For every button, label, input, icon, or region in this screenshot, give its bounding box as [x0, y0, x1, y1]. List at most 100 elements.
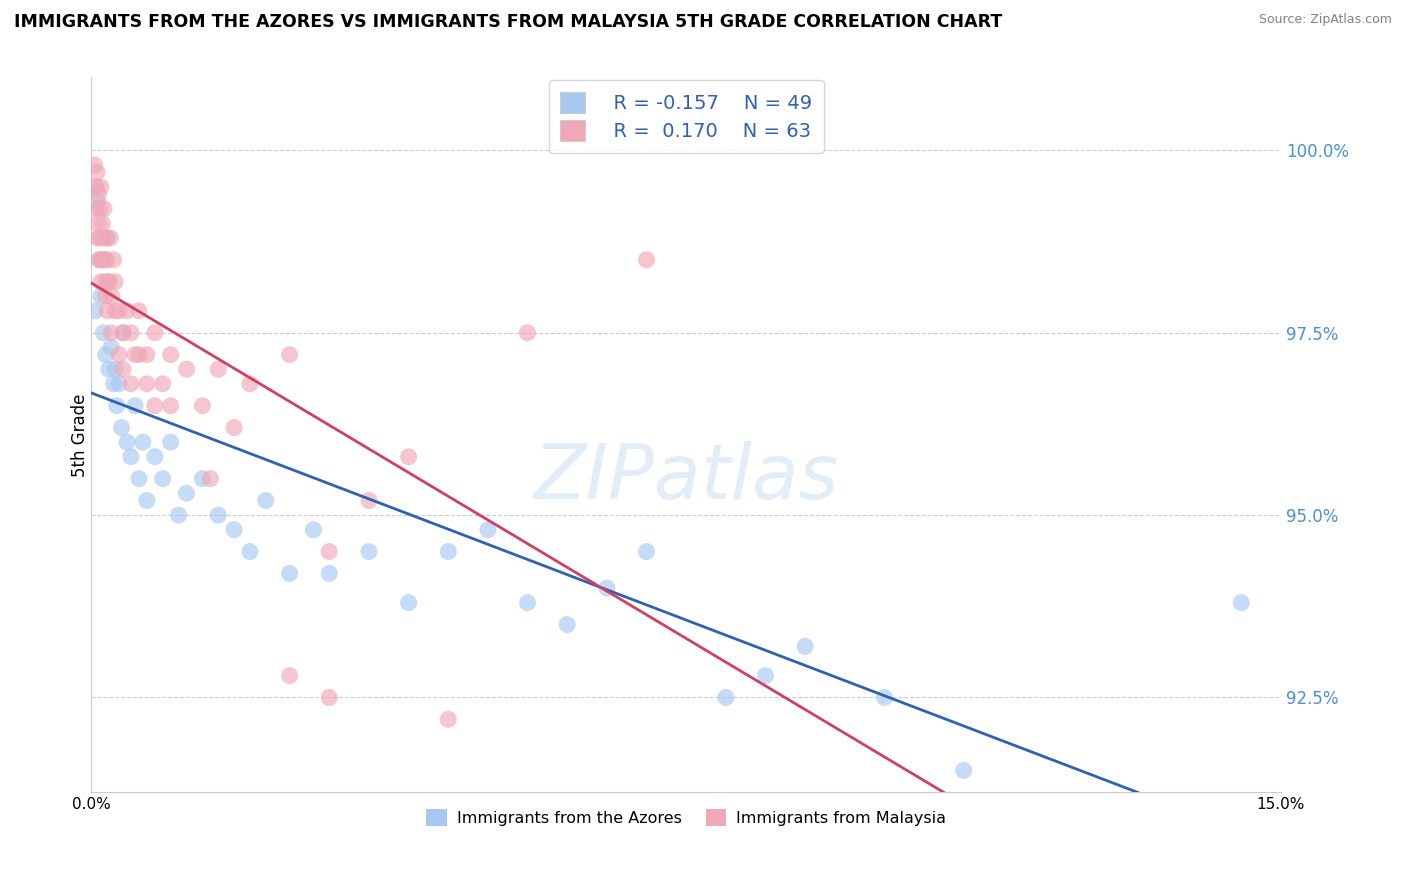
Point [128, 472, 150, 486]
Point [278, 566, 301, 581]
Point [159, 435, 181, 450]
Point [96, 231, 118, 245]
Point [86, 194, 108, 209]
Point [120, 450, 142, 464]
Point [124, 348, 146, 362]
Point [91, 326, 114, 340]
Point [176, 486, 198, 500]
Legend: Immigrants from the Azores, Immigrants from Malaysia: Immigrants from the Azores, Immigrants f… [419, 801, 953, 834]
Text: IMMIGRANTS FROM THE AZORES VS IMMIGRANTS FROM MALAYSIA 5TH GRADE CORRELATION CHA: IMMIGRANTS FROM THE AZORES VS IMMIGRANTS… [14, 13, 1002, 31]
Point [115, 435, 138, 450]
Text: Source: ZipAtlas.com: Source: ZipAtlas.com [1258, 13, 1392, 27]
Point [91, 216, 114, 230]
Point [318, 544, 340, 558]
Point [516, 326, 538, 340]
Point [93, 202, 115, 216]
Point [357, 544, 380, 558]
Point [135, 493, 157, 508]
Point [873, 690, 896, 705]
Point [112, 326, 135, 340]
Point [516, 596, 538, 610]
Point [104, 304, 127, 318]
Point [135, 348, 157, 362]
Point [794, 640, 817, 654]
Point [159, 348, 181, 362]
Point [596, 581, 619, 595]
Point [108, 304, 131, 318]
Point [143, 326, 166, 340]
Point [90, 252, 112, 267]
Point [108, 348, 131, 362]
Point [200, 472, 222, 486]
Point [84, 179, 107, 194]
Point [89, 252, 111, 267]
Point [254, 493, 277, 508]
Point [108, 376, 131, 391]
Point [89, 231, 111, 245]
Point [176, 362, 198, 376]
Point [120, 376, 142, 391]
Point [398, 450, 420, 464]
Point [86, 165, 108, 179]
Point [97, 275, 120, 289]
Point [97, 275, 120, 289]
Point [104, 362, 127, 376]
Point [86, 216, 108, 230]
Point [159, 399, 181, 413]
Point [124, 399, 146, 413]
Point [90, 275, 112, 289]
Point [398, 596, 420, 610]
Point [318, 690, 340, 705]
Point [104, 275, 127, 289]
Point [555, 617, 578, 632]
Point [302, 523, 325, 537]
Point [84, 202, 107, 216]
Point [152, 472, 174, 486]
Point [207, 508, 229, 522]
Point [94, 275, 117, 289]
Point [100, 340, 122, 354]
Point [128, 348, 150, 362]
Point [135, 376, 157, 391]
Point [84, 179, 107, 194]
Text: ZIPatlas: ZIPatlas [533, 441, 839, 515]
Point [224, 523, 246, 537]
Point [636, 544, 658, 558]
Point [437, 712, 460, 726]
Point [110, 420, 132, 434]
Point [477, 523, 499, 537]
Point [83, 158, 105, 172]
Point [357, 493, 380, 508]
Point [96, 252, 118, 267]
Point [128, 304, 150, 318]
Y-axis label: 5th Grade: 5th Grade [72, 393, 89, 476]
Point [207, 362, 229, 376]
Point [278, 348, 301, 362]
Point [112, 362, 135, 376]
Point [754, 668, 776, 682]
Point [143, 399, 166, 413]
Point [132, 435, 155, 450]
Point [224, 420, 246, 434]
Point [94, 252, 117, 267]
Point [437, 544, 460, 558]
Point [90, 179, 112, 194]
Point [87, 187, 110, 202]
Point [84, 304, 107, 318]
Point [636, 252, 658, 267]
Point [120, 326, 142, 340]
Point [100, 231, 122, 245]
Point [191, 472, 214, 486]
Point [105, 399, 128, 413]
Point [91, 252, 114, 267]
Point [239, 376, 262, 391]
Point [100, 326, 122, 340]
Point [143, 450, 166, 464]
Point [278, 668, 301, 682]
Point [89, 202, 111, 216]
Point [96, 304, 118, 318]
Point [112, 326, 135, 340]
Point [94, 289, 117, 303]
Point [952, 764, 974, 778]
Point [103, 252, 125, 267]
